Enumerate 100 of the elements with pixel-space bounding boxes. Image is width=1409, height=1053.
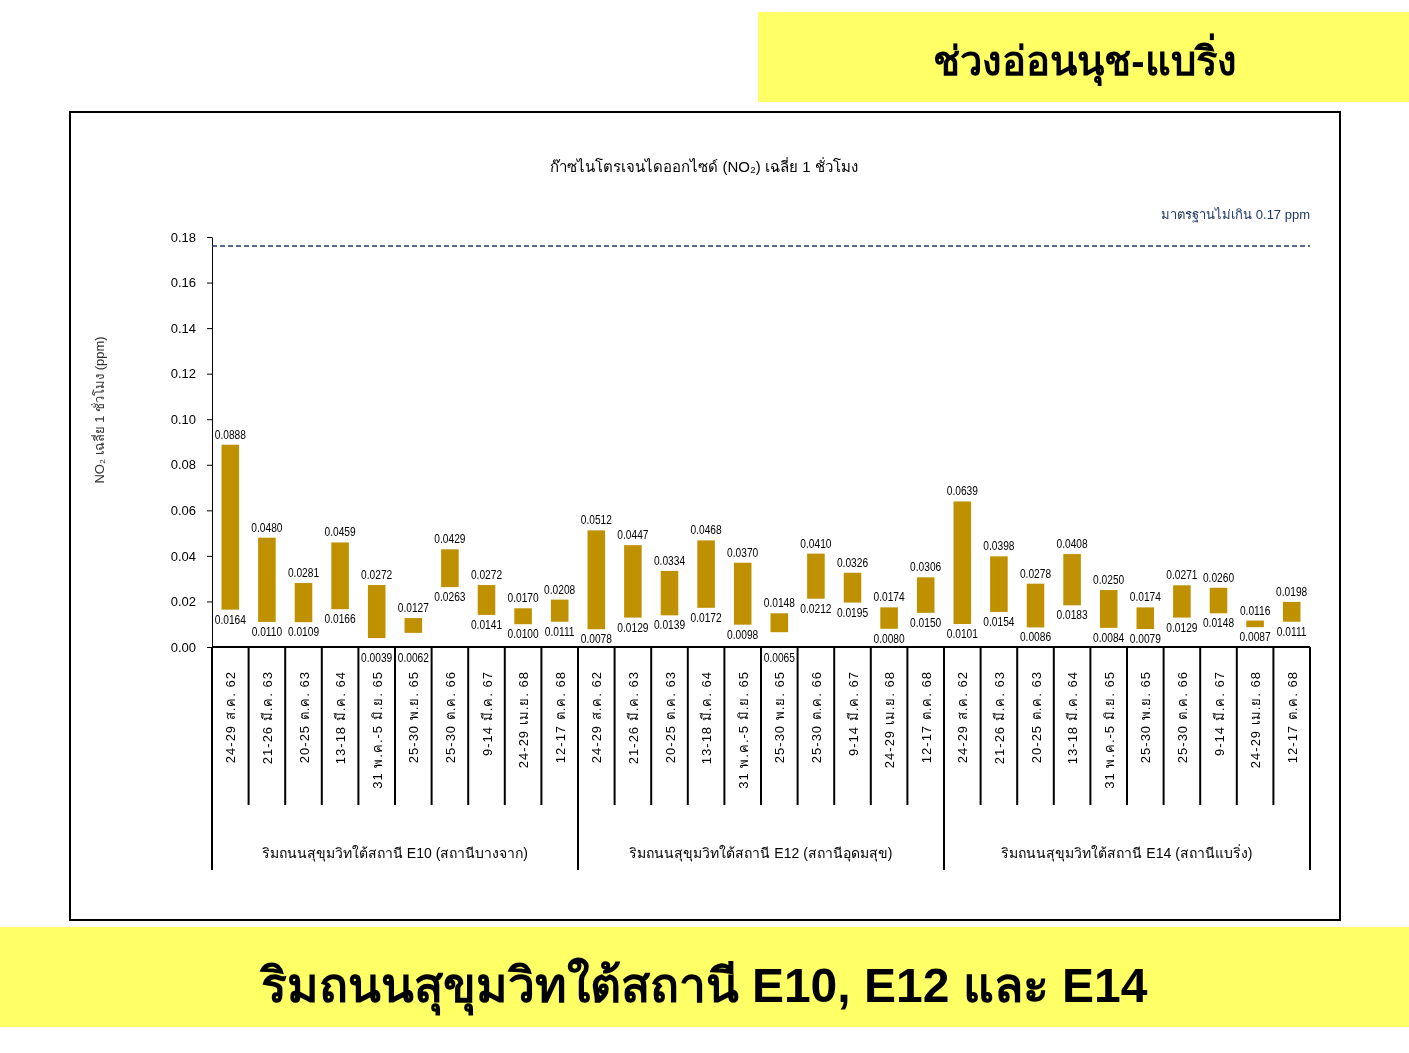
data-label: 0.0398 <box>983 539 1015 553</box>
y-tick-label: 0.04 <box>170 548 196 564</box>
x-tick-label: 13-18 มี.ค. 64 <box>699 671 715 765</box>
annotation: 0.0080 <box>873 632 905 645</box>
x-tick-label: 31 พ.ค.-5 มิ.ย. 65 <box>1101 671 1117 789</box>
x-tick-label: 31 พ.ค.-5 มิ.ย. 65 <box>735 671 751 789</box>
bar <box>404 618 423 633</box>
x-tick-label: 25-30 ต.ค. 66 <box>1174 671 1190 764</box>
annotation: 0.0263 <box>434 590 466 604</box>
annotation: 0.0101 <box>946 627 978 641</box>
x-tick-label: 20-25 ต.ค. 63 <box>662 671 678 764</box>
bar <box>367 585 386 639</box>
data-label: 0.0174 <box>1129 590 1161 604</box>
x-tick-label: 20-25 ต.ค. 63 <box>296 671 312 764</box>
x-tick-label: 25-30 พ.ย. 65 <box>406 671 422 764</box>
y-tick-label: 0.00 <box>170 639 196 655</box>
text: ริมถนนสุขุมวิทใต้สถานี E12 (สถานีอุดมสุข) <box>629 845 893 862</box>
annotation: 0.0079 <box>1129 632 1161 646</box>
data-label: 0.0281 <box>287 566 320 580</box>
data-label: 0.0260 <box>1202 571 1235 584</box>
annotation: 0.0129 <box>1166 620 1198 634</box>
annotation: 0.0098 <box>727 627 759 641</box>
bar <box>1099 590 1118 628</box>
data-label: 0.0148 <box>763 596 795 610</box>
x-tick-label: 24-29 ส.ค. 62 <box>223 671 239 764</box>
data-label: 0.0512 <box>580 513 612 527</box>
x-tick-label: 25-30 ต.ค. 66 <box>808 671 824 764</box>
x-tick-label: 24-29 เม.ย. 68 <box>516 671 532 769</box>
x-tick-label: 9-14 มี.ค. 67 <box>845 671 861 756</box>
bar <box>660 570 679 616</box>
annotation: 0.0087 <box>1239 630 1271 644</box>
bar <box>1063 554 1081 606</box>
data-label: 0.0326 <box>836 555 869 569</box>
ref-line-label: มาตรฐานไม่เกิน 0.17 ppm <box>1161 207 1310 224</box>
bar <box>807 553 825 599</box>
data-label: 0.0127 <box>397 601 429 615</box>
data-label: 0.0480 <box>251 520 283 534</box>
bar <box>1026 583 1045 628</box>
x-tick-label: 13-18 มี.ค. 64 <box>333 671 349 765</box>
data-label: 0.0198 <box>1276 585 1308 599</box>
annotation: 0.0078 <box>580 632 612 646</box>
data-label: 0.0370 <box>727 545 759 559</box>
bar <box>1209 587 1228 614</box>
data-label: 0.0459 <box>324 525 356 539</box>
y-tick-label: 0.14 <box>170 320 196 336</box>
data-label: 0.0271 <box>1166 568 1198 582</box>
annotation: 0.0109 <box>287 625 320 639</box>
x-tick-label: 12-17 ต.ค. 68 <box>552 671 568 764</box>
y-axis-title: NO₂ เฉลี่ย 1 ชั่วโมง (ppm) <box>91 336 107 484</box>
x-tick-label: 24-29 ส.ค. 62 <box>589 671 605 764</box>
text: ริมถนนสุขุมวิทใต้สถานี E10 (สถานีบางจาก) <box>261 845 529 862</box>
x-tick-label: 12-17 ต.ค. 68 <box>1284 671 1300 764</box>
bar <box>1136 607 1155 630</box>
annotation: 0.0086 <box>1019 630 1052 644</box>
x-tick-label: 25-30 ต.ค. 66 <box>442 671 458 764</box>
bar <box>331 542 349 610</box>
annotation: 0.0172 <box>690 611 722 624</box>
data-label: 0.0272 <box>361 568 393 582</box>
text: ริมถนนสุขุมวิทใต้สถานี E10, E12 และ E14 <box>258 957 1148 1016</box>
y-tick-label: 0.06 <box>170 502 196 518</box>
bar <box>990 556 1008 612</box>
x-tick-label: 12-17 ต.ค. 68 <box>918 671 934 764</box>
y-tick-label: 0.10 <box>170 411 196 427</box>
bar <box>916 577 935 613</box>
x-tick-label: 31 พ.ค.-5 มิ.ย. 65 <box>369 671 385 789</box>
annotation: 0.0212 <box>800 601 832 615</box>
annotation: 0.0164 <box>214 612 246 626</box>
y-tick-label: 0.08 <box>170 457 196 473</box>
bar <box>514 608 532 625</box>
y-tick-label: 0.18 <box>170 229 196 245</box>
data-label: 0.0116 <box>1239 603 1271 617</box>
x-tick-label: 24-29 ส.ค. 62 <box>955 671 971 764</box>
bar <box>587 530 606 630</box>
x-tick-label: 21-26 มี.ค. 63 <box>259 671 275 765</box>
data-label: 0.0278 <box>1019 566 1052 580</box>
x-tick-label: 25-30 พ.ย. 65 <box>1138 671 1154 764</box>
bar <box>1246 620 1264 628</box>
annotation: 0.0154 <box>983 615 1015 629</box>
data-label: 0.0208 <box>544 582 576 596</box>
data-label: 0.0639 <box>946 484 978 498</box>
bar <box>697 540 715 608</box>
x-tick-label: 20-25 ต.ค. 63 <box>1028 671 1044 764</box>
annotation: 0.0111 <box>544 624 575 638</box>
bar <box>733 562 752 625</box>
annotation: 0.0100 <box>507 627 539 641</box>
y-tick-label: 0.16 <box>170 275 196 291</box>
bar <box>953 501 972 624</box>
x-tick-label: 13-18 มี.ค. 64 <box>1065 671 1081 765</box>
x-tick-label: 9-14 มี.ค. 67 <box>479 671 495 756</box>
x-tick-label: 24-29 เม.ย. 68 <box>1248 671 1264 769</box>
annotation: 0.0183 <box>1056 608 1088 622</box>
annotation: 0.0062 <box>397 651 429 665</box>
annotation: 0.0139 <box>653 618 686 632</box>
data-label: 0.0410 <box>800 536 832 550</box>
data-label: 0.0468 <box>690 523 722 537</box>
bar <box>441 549 459 588</box>
annotation: 0.0129 <box>617 620 649 634</box>
data-label: 0.0174 <box>873 590 905 604</box>
data-label: 0.0408 <box>1056 537 1088 551</box>
data-label: 0.0250 <box>1093 573 1125 587</box>
